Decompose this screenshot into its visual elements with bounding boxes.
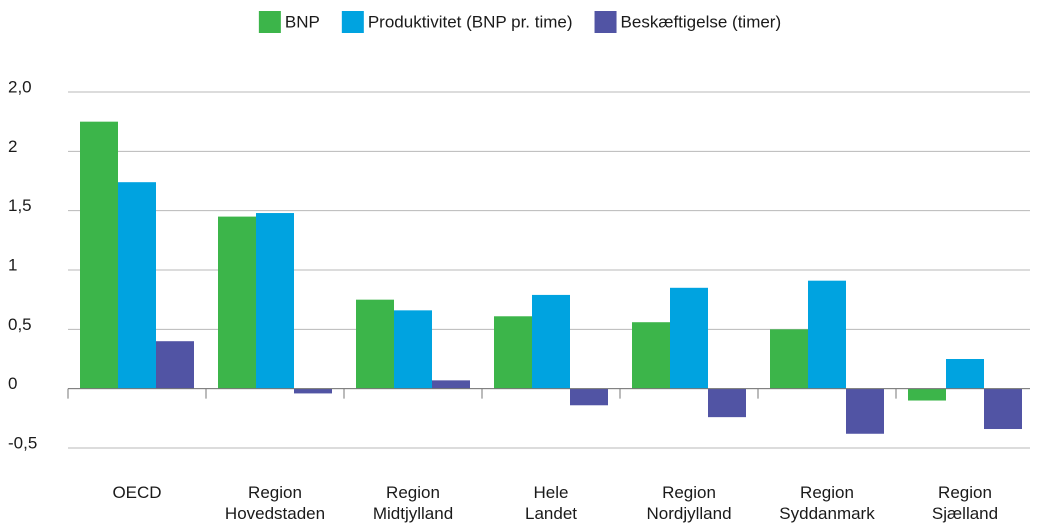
x-tick-label: Region Midtjylland	[372, 483, 454, 523]
bar	[294, 388, 332, 394]
y-tick-label: 1,5	[8, 196, 32, 215]
bar	[846, 388, 884, 434]
bar	[770, 329, 808, 389]
bar	[118, 182, 156, 389]
bar	[532, 294, 570, 389]
bar	[80, 121, 118, 389]
x-tick-label: Region Nordjylland	[646, 483, 732, 523]
bar	[708, 388, 746, 418]
bar	[218, 216, 256, 389]
y-tick-label: 1	[8, 255, 17, 274]
bar	[394, 310, 432, 389]
bar	[946, 359, 984, 389]
bar	[670, 287, 708, 389]
x-tick-label: Region Hovedstaden	[224, 483, 326, 523]
y-tick-label: 2,0	[8, 77, 32, 96]
bar	[570, 388, 608, 406]
x-tick-label: Region Sjælland	[931, 483, 999, 523]
x-tick-label: Region Syddanmark	[779, 483, 875, 523]
bar	[632, 322, 670, 389]
x-tick-label: Hele Landet	[525, 483, 577, 523]
bar	[156, 341, 194, 389]
legend-swatch	[594, 11, 617, 33]
legend-swatch	[341, 11, 364, 33]
y-tick-label: 0	[8, 374, 17, 393]
bar	[908, 388, 946, 401]
bar	[984, 388, 1022, 430]
legend-label: Beskæftigelse (timer)	[621, 12, 782, 31]
legend: BNP Produktivitet (BNP pr. time) Beskæftig…	[258, 11, 782, 33]
bar	[356, 299, 394, 389]
legend-label: BNP	[285, 12, 320, 31]
bar	[432, 380, 470, 389]
y-tick-label: 2	[8, 137, 17, 156]
bar	[808, 280, 846, 389]
bar	[494, 316, 532, 389]
y-tick-label: -0,5	[8, 433, 37, 452]
y-tick-label: 0,5	[8, 315, 32, 334]
bar	[256, 213, 294, 389]
legend-label: Produktivitet (BNP pr. time)	[368, 12, 573, 31]
x-tick-label: OECD	[112, 483, 162, 502]
legend-swatch	[258, 11, 281, 33]
